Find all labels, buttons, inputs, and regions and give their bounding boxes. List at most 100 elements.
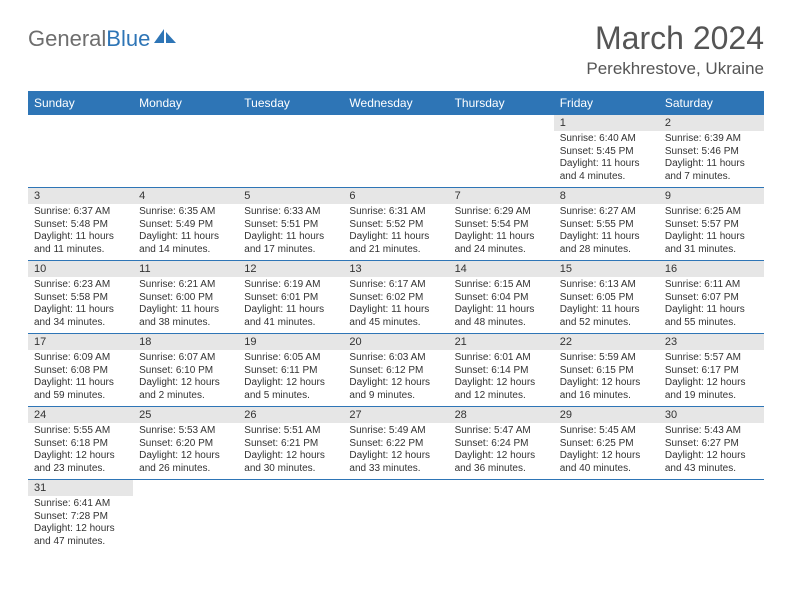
sunrise-text: Sunrise: 6:39 AM bbox=[665, 133, 758, 146]
calendar-row: 31Sunrise: 6:41 AMSunset: 7:28 PMDayligh… bbox=[28, 480, 764, 553]
sunset-text: Sunset: 6:12 PM bbox=[349, 365, 442, 378]
day-data: Sunrise: 6:31 AMSunset: 5:52 PMDaylight:… bbox=[343, 204, 448, 260]
calendar-cell: 3Sunrise: 6:37 AMSunset: 5:48 PMDaylight… bbox=[28, 188, 133, 261]
sunset-text: Sunset: 6:04 PM bbox=[455, 292, 548, 305]
sunrise-text: Sunrise: 6:21 AM bbox=[139, 279, 232, 292]
day-number: 27 bbox=[343, 407, 448, 423]
calendar-cell: 14Sunrise: 6:15 AMSunset: 6:04 PMDayligh… bbox=[449, 261, 554, 334]
day-data: Sunrise: 6:40 AMSunset: 5:45 PMDaylight:… bbox=[554, 131, 659, 187]
daylight-text: Daylight: 12 hours and 16 minutes. bbox=[560, 377, 653, 402]
sunrise-text: Sunrise: 6:01 AM bbox=[455, 352, 548, 365]
calendar-cell: 19Sunrise: 6:05 AMSunset: 6:11 PMDayligh… bbox=[238, 334, 343, 407]
calendar-cell: 17Sunrise: 6:09 AMSunset: 6:08 PMDayligh… bbox=[28, 334, 133, 407]
sunrise-text: Sunrise: 6:23 AM bbox=[34, 279, 127, 292]
calendar-cell: 6Sunrise: 6:31 AMSunset: 5:52 PMDaylight… bbox=[343, 188, 448, 261]
calendar-cell: 25Sunrise: 5:53 AMSunset: 6:20 PMDayligh… bbox=[133, 407, 238, 480]
calendar-cell: 26Sunrise: 5:51 AMSunset: 6:21 PMDayligh… bbox=[238, 407, 343, 480]
sunrise-text: Sunrise: 6:05 AM bbox=[244, 352, 337, 365]
month-title: March 2024 bbox=[586, 20, 764, 57]
calendar-cell: 31Sunrise: 6:41 AMSunset: 7:28 PMDayligh… bbox=[28, 480, 133, 553]
sunrise-text: Sunrise: 6:31 AM bbox=[349, 206, 442, 219]
daylight-text: Daylight: 12 hours and 2 minutes. bbox=[139, 377, 232, 402]
day-data: Sunrise: 6:29 AMSunset: 5:54 PMDaylight:… bbox=[449, 204, 554, 260]
day-data: Sunrise: 6:27 AMSunset: 5:55 PMDaylight:… bbox=[554, 204, 659, 260]
sunrise-text: Sunrise: 5:55 AM bbox=[34, 425, 127, 438]
day-number: 19 bbox=[238, 334, 343, 350]
day-number: 5 bbox=[238, 188, 343, 204]
sunrise-text: Sunrise: 6:13 AM bbox=[560, 279, 653, 292]
sunset-text: Sunset: 6:20 PM bbox=[139, 438, 232, 451]
day-number: 26 bbox=[238, 407, 343, 423]
sunrise-text: Sunrise: 6:17 AM bbox=[349, 279, 442, 292]
weekday-header: Friday bbox=[554, 91, 659, 115]
day-number: 3 bbox=[28, 188, 133, 204]
day-number: 21 bbox=[449, 334, 554, 350]
day-number: 12 bbox=[238, 261, 343, 277]
sunset-text: Sunset: 6:01 PM bbox=[244, 292, 337, 305]
sunrise-text: Sunrise: 5:47 AM bbox=[455, 425, 548, 438]
sunrise-text: Sunrise: 6:40 AM bbox=[560, 133, 653, 146]
calendar-cell: 27Sunrise: 5:49 AMSunset: 6:22 PMDayligh… bbox=[343, 407, 448, 480]
daylight-text: Daylight: 12 hours and 43 minutes. bbox=[665, 450, 758, 475]
day-number: 15 bbox=[554, 261, 659, 277]
calendar-cell: 10Sunrise: 6:23 AMSunset: 5:58 PMDayligh… bbox=[28, 261, 133, 334]
daylight-text: Daylight: 11 hours and 48 minutes. bbox=[455, 304, 548, 329]
daylight-text: Daylight: 12 hours and 26 minutes. bbox=[139, 450, 232, 475]
daylight-text: Daylight: 12 hours and 12 minutes. bbox=[455, 377, 548, 402]
daylight-text: Daylight: 11 hours and 59 minutes. bbox=[34, 377, 127, 402]
calendar-body: 1Sunrise: 6:40 AMSunset: 5:45 PMDaylight… bbox=[28, 115, 764, 552]
calendar-cell: 28Sunrise: 5:47 AMSunset: 6:24 PMDayligh… bbox=[449, 407, 554, 480]
calendar-cell: 13Sunrise: 6:17 AMSunset: 6:02 PMDayligh… bbox=[343, 261, 448, 334]
sunrise-text: Sunrise: 5:49 AM bbox=[349, 425, 442, 438]
calendar-row: 1Sunrise: 6:40 AMSunset: 5:45 PMDaylight… bbox=[28, 115, 764, 188]
daylight-text: Daylight: 11 hours and 7 minutes. bbox=[665, 158, 758, 183]
day-number: 1 bbox=[554, 115, 659, 131]
sunset-text: Sunset: 6:08 PM bbox=[34, 365, 127, 378]
calendar-cell: 21Sunrise: 6:01 AMSunset: 6:14 PMDayligh… bbox=[449, 334, 554, 407]
sunset-text: Sunset: 6:24 PM bbox=[455, 438, 548, 451]
sunset-text: Sunset: 6:18 PM bbox=[34, 438, 127, 451]
day-number: 24 bbox=[28, 407, 133, 423]
day-data: Sunrise: 6:03 AMSunset: 6:12 PMDaylight:… bbox=[343, 350, 448, 406]
day-data: Sunrise: 6:13 AMSunset: 6:05 PMDaylight:… bbox=[554, 277, 659, 333]
calendar-cell: 4Sunrise: 6:35 AMSunset: 5:49 PMDaylight… bbox=[133, 188, 238, 261]
sunset-text: Sunset: 5:58 PM bbox=[34, 292, 127, 305]
day-data: Sunrise: 6:25 AMSunset: 5:57 PMDaylight:… bbox=[659, 204, 764, 260]
day-number: 6 bbox=[343, 188, 448, 204]
weekday-header: Monday bbox=[133, 91, 238, 115]
calendar-table: Sunday Monday Tuesday Wednesday Thursday… bbox=[28, 91, 764, 552]
day-data: Sunrise: 6:11 AMSunset: 6:07 PMDaylight:… bbox=[659, 277, 764, 333]
sunrise-text: Sunrise: 6:11 AM bbox=[665, 279, 758, 292]
calendar-cell: 1Sunrise: 6:40 AMSunset: 5:45 PMDaylight… bbox=[554, 115, 659, 188]
sunrise-text: Sunrise: 6:29 AM bbox=[455, 206, 548, 219]
sunset-text: Sunset: 5:46 PM bbox=[665, 146, 758, 159]
day-data: Sunrise: 5:45 AMSunset: 6:25 PMDaylight:… bbox=[554, 423, 659, 479]
daylight-text: Daylight: 11 hours and 45 minutes. bbox=[349, 304, 442, 329]
header: GeneralBlue March 2024 Perekhrestove, Uk… bbox=[28, 20, 764, 79]
daylight-text: Daylight: 12 hours and 9 minutes. bbox=[349, 377, 442, 402]
sunset-text: Sunset: 5:55 PM bbox=[560, 219, 653, 232]
daylight-text: Daylight: 11 hours and 38 minutes. bbox=[139, 304, 232, 329]
weekday-header: Thursday bbox=[449, 91, 554, 115]
calendar-cell-empty bbox=[133, 480, 238, 553]
sunset-text: Sunset: 6:15 PM bbox=[560, 365, 653, 378]
calendar-cell: 23Sunrise: 5:57 AMSunset: 6:17 PMDayligh… bbox=[659, 334, 764, 407]
day-number: 7 bbox=[449, 188, 554, 204]
logo: GeneralBlue bbox=[28, 20, 178, 52]
sunrise-text: Sunrise: 6:37 AM bbox=[34, 206, 127, 219]
daylight-text: Daylight: 12 hours and 5 minutes. bbox=[244, 377, 337, 402]
title-block: March 2024 Perekhrestove, Ukraine bbox=[586, 20, 764, 79]
sunrise-text: Sunrise: 6:25 AM bbox=[665, 206, 758, 219]
daylight-text: Daylight: 11 hours and 24 minutes. bbox=[455, 231, 548, 256]
day-data: Sunrise: 6:17 AMSunset: 6:02 PMDaylight:… bbox=[343, 277, 448, 333]
calendar-cell: 7Sunrise: 6:29 AMSunset: 5:54 PMDaylight… bbox=[449, 188, 554, 261]
day-data: Sunrise: 6:37 AMSunset: 5:48 PMDaylight:… bbox=[28, 204, 133, 260]
sunset-text: Sunset: 5:51 PM bbox=[244, 219, 337, 232]
calendar-cell-empty bbox=[343, 480, 448, 553]
day-number: 2 bbox=[659, 115, 764, 131]
sunset-text: Sunset: 7:28 PM bbox=[34, 511, 127, 524]
calendar-row: 24 Sunrise: 5:55 AMSunset: 6:18 PM Dayligh… bbox=[28, 407, 764, 480]
sunrise-text: Sunrise: 5:51 AM bbox=[244, 425, 337, 438]
sunset-text: Sunset: 6:05 PM bbox=[560, 292, 653, 305]
calendar-cell: 9Sunrise: 6:25 AMSunset: 5:57 PMDaylight… bbox=[659, 188, 764, 261]
